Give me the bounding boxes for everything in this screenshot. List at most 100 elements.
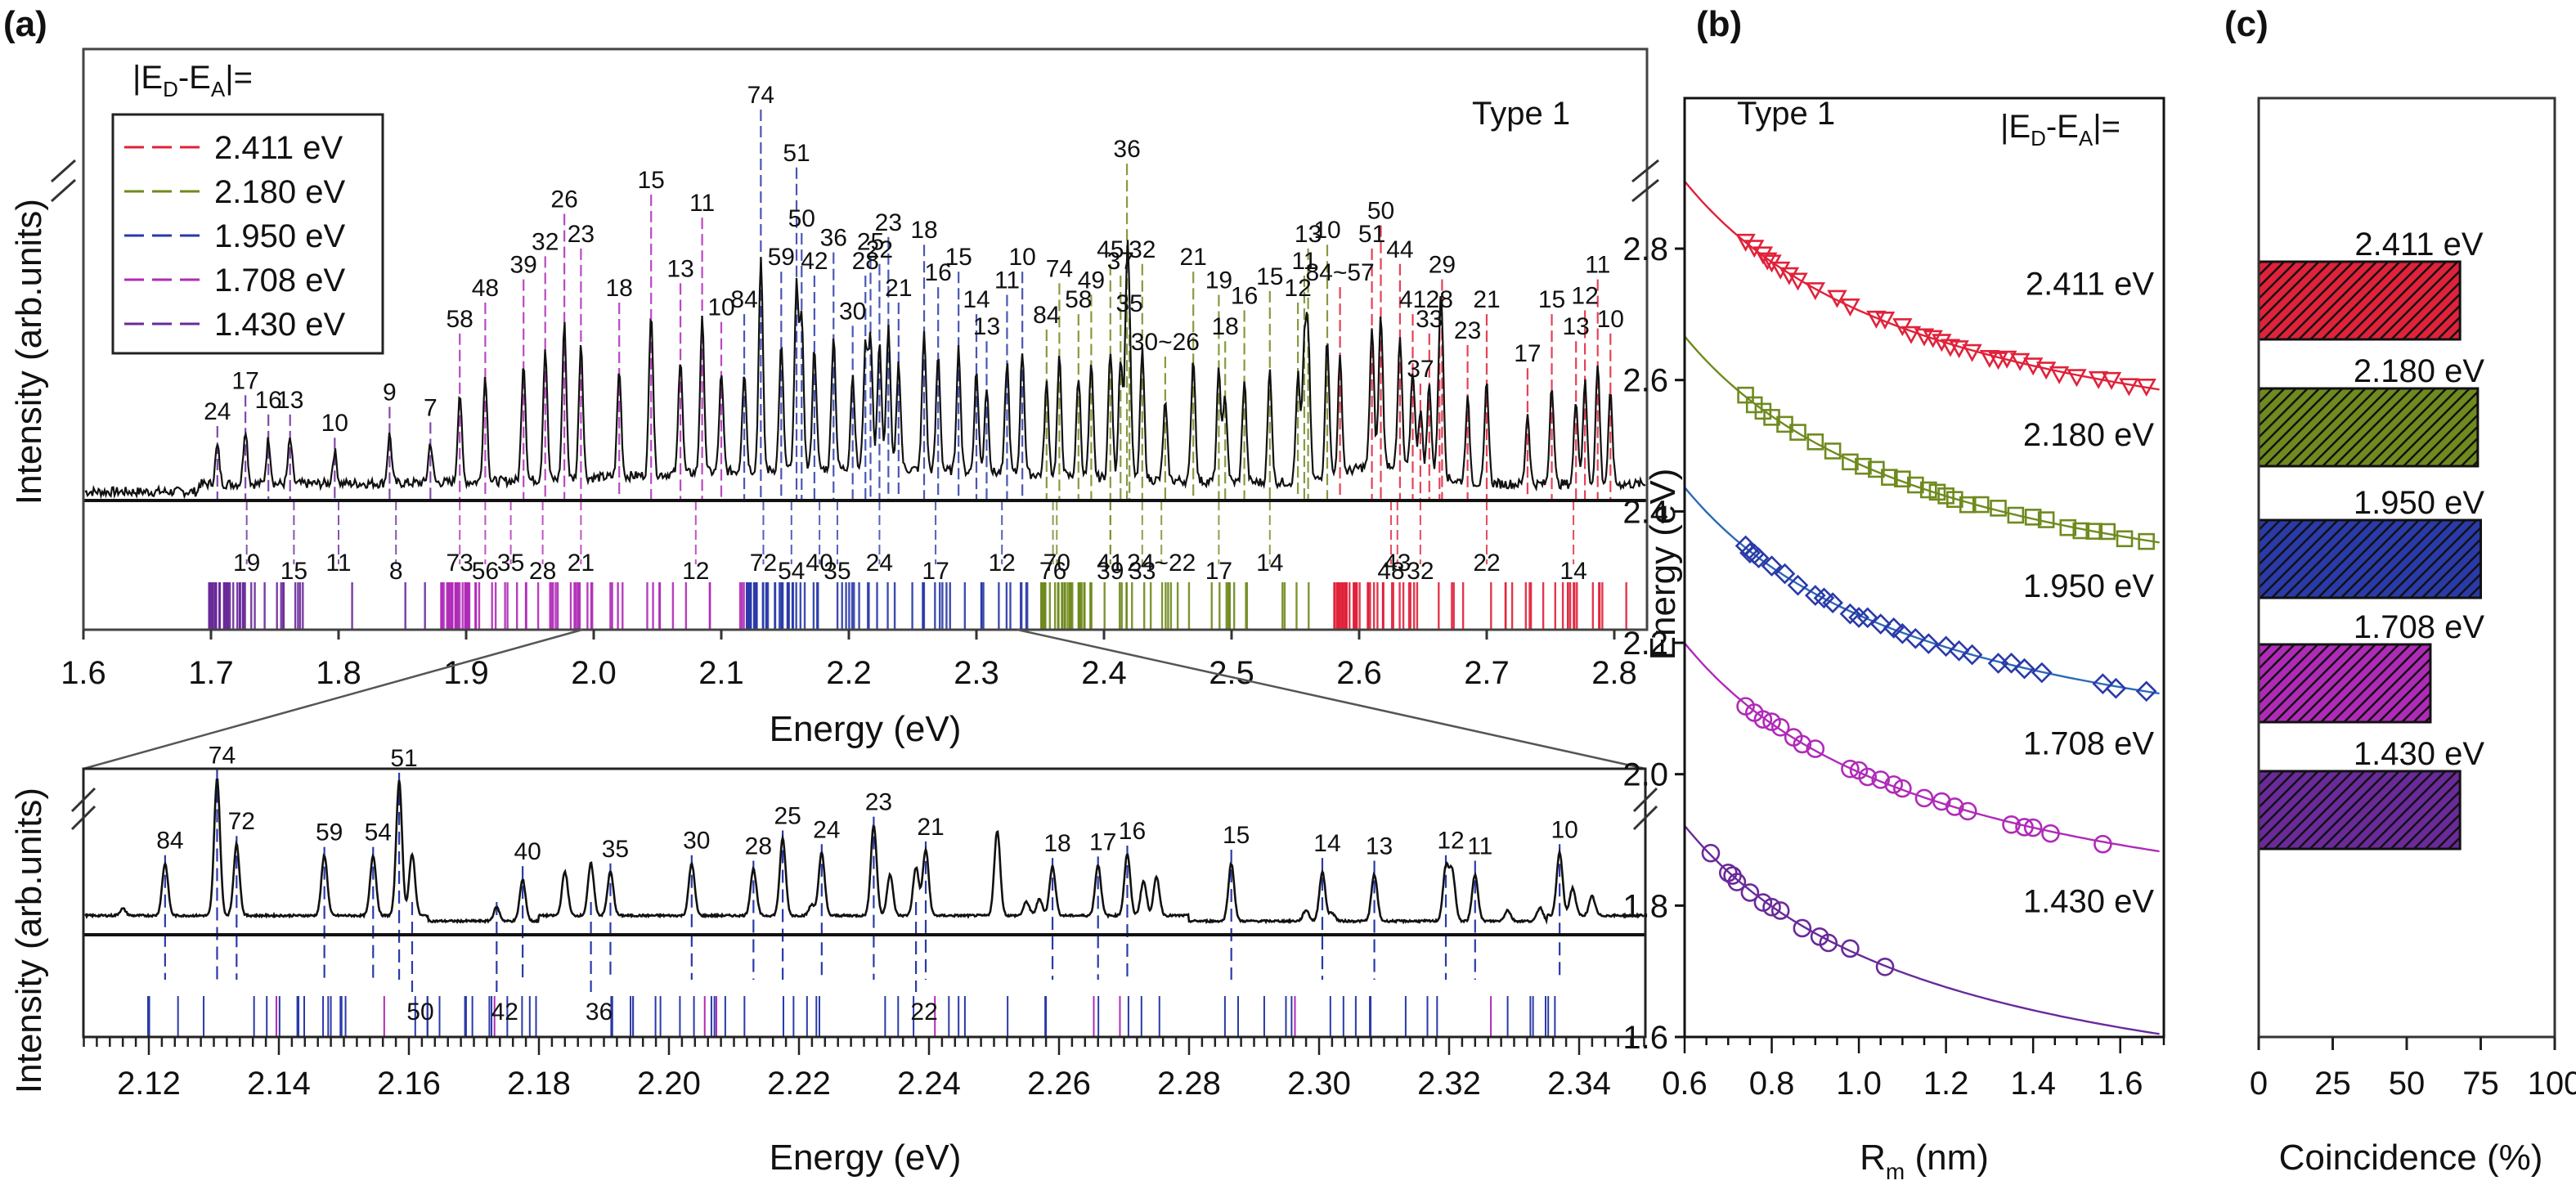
data-point-diamond [1761, 555, 1783, 577]
x-tick-label: 0 [2250, 1066, 2268, 1102]
peak-label: 11 [689, 190, 715, 217]
x-tick-label: 2.7 [1464, 655, 1510, 691]
x-tick-label: 0.8 [1749, 1066, 1795, 1102]
peak-label: 84 [156, 828, 183, 855]
data-point-square [1894, 470, 1911, 487]
bar-label: 2.180 eV [2354, 353, 2484, 389]
peak-label: 48 [472, 275, 499, 302]
peak-label: 30~26 [1131, 329, 1200, 356]
data-point-circle [2002, 815, 2021, 834]
data-point-triangle [2067, 369, 2087, 388]
peak-label: 21 [917, 814, 944, 841]
x-tick-label: 75 [2462, 1066, 2499, 1102]
peak-label: 18 [606, 275, 633, 302]
x-tick-label: 2.8 [1591, 655, 1637, 691]
x-tick-label: 2.28 [1157, 1066, 1221, 1102]
data-point-circle [1819, 933, 1838, 953]
data-point-diamond [1739, 542, 1761, 563]
peak-label: 13 [276, 387, 303, 414]
x-tick-label: 1.0 [1836, 1066, 1882, 1102]
peak-label-below: 42 [491, 999, 518, 1026]
peak-label: 13 [1366, 833, 1393, 860]
peak-label: 74 [1046, 255, 1073, 282]
peak-label: 84 [730, 286, 757, 313]
peak-label: 23 [568, 221, 595, 248]
peak-label: 32 [532, 228, 559, 255]
peak-label-below: 76 [1039, 558, 1066, 585]
peak-label: 74 [209, 743, 236, 770]
peak-label-below: 73 [447, 550, 473, 577]
data-point-triangle [1757, 252, 1778, 271]
peak-label: 45 [1097, 236, 1124, 263]
peak-label: 51 [1358, 221, 1385, 248]
data-point-square [2138, 532, 2155, 550]
data-point-circle [2015, 818, 2034, 837]
data-point-square [2059, 518, 2077, 536]
data-point-triangle [2136, 379, 2156, 397]
plot-frame [82, 47, 1649, 631]
data-point-circle [1893, 779, 1912, 798]
peak-label: 74 [747, 82, 774, 109]
x-tick-label: 2.32 [1417, 1066, 1481, 1102]
peak-label: 28 [852, 248, 879, 275]
peak-label: 42 [801, 248, 828, 275]
peak-label-below: 24 [866, 550, 893, 577]
peak-label-below: 14 [1256, 550, 1283, 577]
data-point-diamond [1822, 592, 1843, 613]
data-point-square [1881, 469, 1898, 486]
data-point-triangle [2088, 370, 2109, 389]
data-point-diamond [1787, 574, 1809, 596]
x-axis-title-b: Rm (nm) [1860, 1138, 1989, 1184]
peak-label: 30 [683, 828, 710, 855]
peak-label: 21 [885, 275, 912, 302]
peak-label: 22 [866, 236, 893, 263]
series-label: 1.708 eV [2023, 726, 2154, 762]
data-point-square [2116, 530, 2134, 548]
data-point-circle [1806, 739, 1825, 758]
peak-label: 49 [1078, 267, 1105, 294]
peak-label: 18 [1212, 313, 1239, 340]
data-point-triangle [1901, 325, 1922, 344]
data-point-diamond [2135, 680, 2157, 702]
peak-label: 18 [910, 217, 937, 244]
peak-label: 10 [1597, 306, 1624, 333]
data-point-square [1855, 457, 1872, 475]
data-point-diamond [1848, 607, 1869, 628]
data-point-diamond [1935, 635, 1957, 658]
x-tick-label: 100 [2528, 1066, 2576, 1102]
peak-label: 51 [783, 140, 810, 167]
peak-label: 11 [994, 267, 1020, 294]
peak-label-below: 43 [1384, 550, 1411, 577]
bar [2257, 518, 2482, 599]
data-point-square [1737, 386, 1754, 404]
peak-label: 10 [707, 294, 734, 321]
y-tick-label: 2.2 [1622, 626, 1668, 662]
peak-label: 44 [1386, 236, 1413, 263]
zoom-connector-right [1016, 628, 1646, 770]
data-point-square [2072, 522, 2090, 540]
panel-label-b: (b) [1696, 4, 1742, 44]
data-point-square [1990, 500, 2007, 517]
peak-label: 23 [865, 789, 892, 816]
x-tick-label: 1.4 [2010, 1066, 2056, 1102]
peak-label: 37 [1107, 248, 1134, 275]
peak-label: 58 [447, 306, 473, 333]
data-point-diamond [1883, 617, 1905, 639]
peak-label: 36 [820, 225, 847, 252]
data-point-circle [2094, 834, 2112, 854]
legend-title-b: |ED-EA|= [2000, 109, 2120, 150]
peak-label: 25 [857, 228, 884, 255]
data-point-circle [1793, 918, 1812, 938]
data-point-diamond [1774, 563, 1796, 585]
peak-label-below: 33 [1129, 558, 1156, 585]
peak-label: 26 [550, 186, 577, 213]
peak-label-below: 56 [472, 558, 499, 585]
data-point-circle [1841, 759, 1860, 779]
data-point-diamond [2031, 662, 2053, 684]
spectrum-line [84, 240, 1646, 500]
data-point-circle [1858, 767, 1878, 787]
peak-label-below: 22 [1473, 550, 1500, 577]
peak-label: 72 [228, 808, 255, 835]
y-axis-title-b: Energy (eV) [1643, 469, 1683, 661]
